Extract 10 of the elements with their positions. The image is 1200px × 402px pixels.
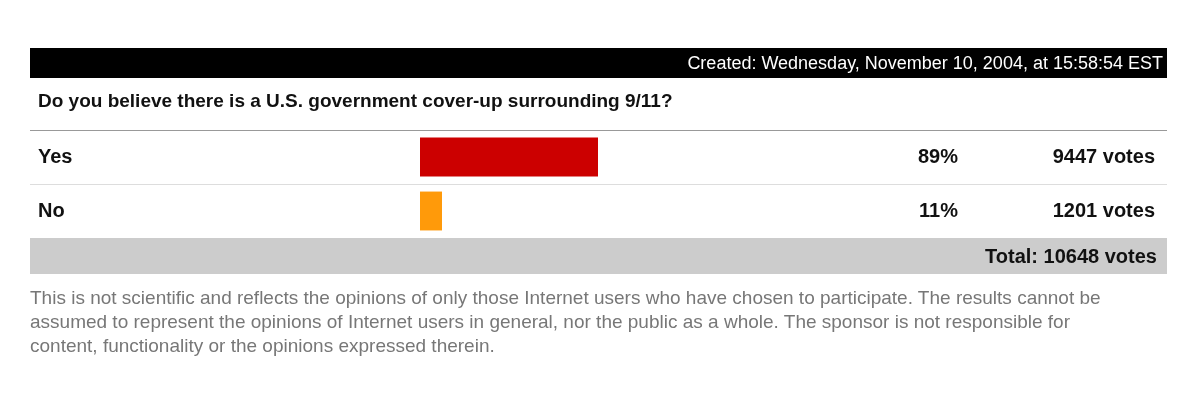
text: Created: Wednesday, November 10, 2004, at 15:58:54 EST bbox=[30, 48, 1167, 78]
text: 1201 votes bbox=[1052, 198, 1155, 221]
y-tick-label: Yes bbox=[38, 144, 73, 167]
text: Total: 10648 votes bbox=[30, 238, 1167, 274]
chart-title: Do you believe there is a U.S. government cover-up surrounding 9/11? bbox=[38, 90, 673, 112]
text: 9447 votes bbox=[1052, 144, 1155, 167]
data-label: 11% bbox=[919, 198, 959, 221]
text: This is not scientific and reflects the opinions of only those Internet users who have chosen to participate. The results cannot be assumed to represent the opinions of Internet users in general, nor the public as a whole. The sponsor is not responsible for content, functionality or the opinions expressed therein. bbox=[30, 286, 1102, 358]
y-tick-label: No bbox=[38, 198, 65, 221]
data-label: 89% bbox=[917, 144, 959, 167]
